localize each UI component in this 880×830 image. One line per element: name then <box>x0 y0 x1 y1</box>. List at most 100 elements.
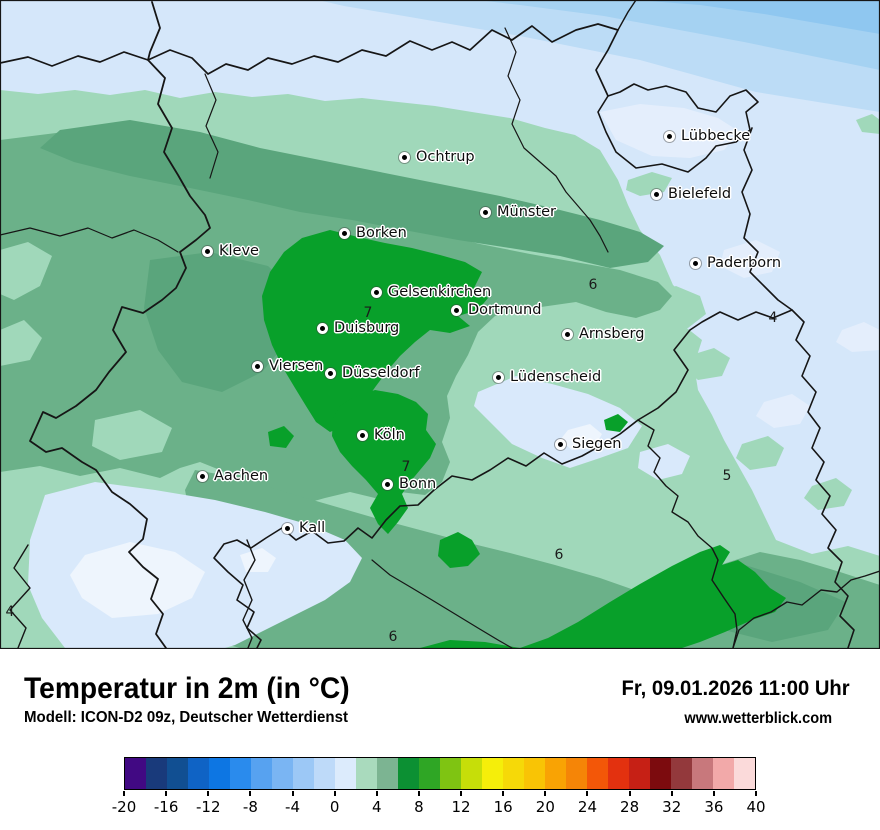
colorbar-tick-label: -20 <box>111 798 137 816</box>
region-green-speck <box>268 426 294 448</box>
region-mint-patch <box>92 410 172 460</box>
region-pale-patch <box>720 240 780 278</box>
region-blue-band3 <box>636 0 880 34</box>
colorbar-tick <box>628 791 631 796</box>
colorbar-tick <box>333 791 336 796</box>
datetime-label: Fr, 09.01.2026 11:00 Uhr <box>607 676 850 701</box>
colorbar-segment <box>671 758 692 789</box>
colorbar-segment <box>419 758 440 789</box>
colorbar-tick <box>249 791 252 796</box>
colorbar-tick-label: 24 <box>577 798 597 816</box>
colorbar-tick <box>417 791 420 796</box>
colorbar-segment <box>629 758 650 789</box>
colorbar-segment <box>251 758 272 789</box>
region-green-ruhr <box>262 230 488 432</box>
colorbar-segment <box>713 758 734 789</box>
temperature-map: Ochtrup Lübbecke Münster Bielefeld Borken Kle… <box>0 0 880 649</box>
colorbar-tick-label: 0 <box>329 798 340 816</box>
colorbar-segment <box>524 758 545 789</box>
website-text: www.wetterblick.com <box>684 710 832 727</box>
colorbar-segment <box>167 758 188 789</box>
colorbar-segment <box>587 758 608 789</box>
region-siegen-white <box>560 424 602 450</box>
colorbar-segment <box>314 758 335 789</box>
region-green-bottomstrip <box>420 640 520 648</box>
colorbar-segment <box>734 758 755 789</box>
colorbar-tick <box>755 791 757 796</box>
colorbar-segment <box>230 758 251 789</box>
colorbar-segment <box>398 758 419 789</box>
colorbar-segment <box>692 758 713 789</box>
region-sauerland-blue <box>474 376 642 468</box>
colorbar-tick <box>375 791 378 796</box>
page-title: Temperatur in 2m (in °C) <box>24 672 370 706</box>
map-canvas <box>0 0 880 649</box>
colorbar-segment <box>209 758 230 789</box>
region-sagedark-nw <box>40 120 664 268</box>
border-internal-muensterland <box>504 27 609 253</box>
model-line: Modell: ICON-D2 09z, Deutscher Wetterdie… <box>24 709 369 727</box>
colorbar-segment <box>461 758 482 789</box>
colorbar-segment <box>356 758 377 789</box>
region-eifel-white <box>70 542 205 618</box>
colorbar-segment <box>608 758 629 789</box>
colorbar-segment <box>272 758 293 789</box>
colorbar-tick-label: 32 <box>662 798 682 816</box>
colorbar-tick-label: -4 <box>285 798 301 816</box>
colorbar-segment <box>293 758 314 789</box>
colorbar-segment <box>566 758 587 789</box>
colorbar-segment <box>503 758 524 789</box>
colorbar-tick <box>502 791 505 796</box>
region-green-speck <box>452 266 468 278</box>
colorbar-tick <box>460 791 463 796</box>
region-eifel-white-small <box>240 548 276 572</box>
page-title-text: Temperatur in 2m (in °C) <box>24 672 350 705</box>
colorbar-tick <box>586 791 589 796</box>
colorbar-tick-label: 12 <box>451 798 471 816</box>
border-bottom-center <box>371 559 513 649</box>
colorbar-segment <box>545 758 566 789</box>
region-blue-band2 <box>478 0 880 70</box>
colorbar-tick-label: 16 <box>493 798 513 816</box>
datetime-text: Fr, 09.01.2026 11:00 Uhr <box>621 676 850 700</box>
colorbar-tick <box>123 791 125 796</box>
region-green-speck <box>438 532 480 568</box>
colorbar-tick-label: -16 <box>153 798 179 816</box>
colorbar-tick <box>670 791 673 796</box>
colorbar-segment <box>188 758 209 789</box>
colorbar-tick <box>712 791 715 796</box>
border-east <box>741 127 855 649</box>
colorbar-tick-label: 28 <box>620 798 640 816</box>
region-green-bottomright <box>520 545 786 648</box>
region-pale-patch <box>836 322 880 352</box>
colorbar-segment <box>146 758 167 789</box>
region-pale-patch <box>756 394 810 428</box>
colorbar-segment <box>650 758 671 789</box>
model-line-text: Modell: ICON-D2 09z, Deutscher Wetterdie… <box>24 709 348 726</box>
region-mint-island <box>856 114 880 134</box>
border-north-branch <box>617 0 637 31</box>
border-south-east <box>213 309 793 649</box>
region-mint-island <box>684 348 730 380</box>
colorbar-tick-label: -12 <box>196 798 221 816</box>
border-west-nl <box>29 1 211 649</box>
region-sauerland-blue2 <box>638 444 690 480</box>
colorbar-tick-label: -8 <box>242 798 258 816</box>
colorbar-tick <box>165 791 168 796</box>
region-mint-patch <box>0 242 52 300</box>
colorbar-tick <box>544 791 547 796</box>
region-green-speck <box>604 414 628 432</box>
colorbar <box>124 757 756 790</box>
border-bottomright-cut <box>732 570 880 649</box>
border-internal-nw <box>204 73 219 179</box>
colorbar-ticks: -20 -16 -12 -8 -4 0 4 8 12 16 20 24 28 32 36 40 <box>112 790 766 830</box>
border-bottom-belgium <box>242 539 256 649</box>
border-bottom-left <box>9 544 31 649</box>
colorbar-tick-label: 8 <box>414 798 424 816</box>
colorbar-tick-label: 20 <box>535 798 555 816</box>
border-luebbecke-loop <box>597 83 759 173</box>
region-mint-island <box>736 436 784 470</box>
footer: Temperatur in 2m (in °C) Modell: ICON-D2… <box>0 649 880 830</box>
website-label: www.wetterblick.com <box>675 710 832 728</box>
